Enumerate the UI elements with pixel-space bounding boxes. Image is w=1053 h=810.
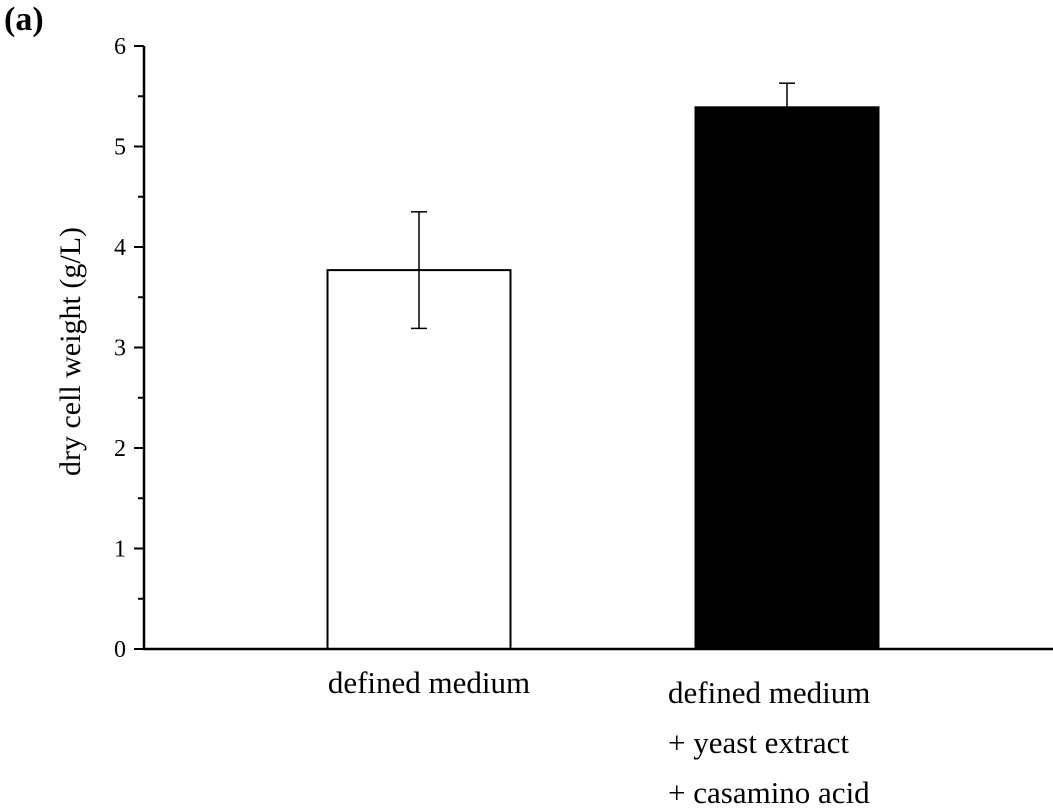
y-tick-label: 0 <box>114 637 126 663</box>
y-tick-label: 5 <box>114 135 126 161</box>
y-tick-label: 6 <box>114 34 126 60</box>
axes: 0 1 2 3 4 5 6 <box>114 34 1053 663</box>
y-tick-label: 1 <box>114 537 126 563</box>
y-tick-label: 3 <box>114 336 126 362</box>
bar-2 <box>694 106 880 651</box>
x-category-label-line: + casamino acid <box>668 775 870 810</box>
error-bar-1 <box>411 211 427 330</box>
x-category-label-line: defined medium <box>668 675 870 710</box>
x-category-label-line: + yeast extract <box>668 725 849 760</box>
x-category-label-line: defined medium <box>328 665 530 700</box>
y-axis-title: dry cell weight (g/L) <box>54 227 87 476</box>
category-labels: defined medium defined medium + yeast extr… <box>328 665 870 810</box>
y-tick-label: 2 <box>114 436 126 462</box>
plot-area <box>326 82 880 651</box>
panel-label: (a) <box>4 1 44 38</box>
x-category-label-1: defined medium <box>328 665 530 700</box>
y-tick-label: 4 <box>114 235 126 261</box>
error-bar-2 <box>779 82 795 133</box>
x-category-label-2: defined medium + yeast extract + casamino … <box>668 675 870 810</box>
bar-1 <box>326 269 512 650</box>
